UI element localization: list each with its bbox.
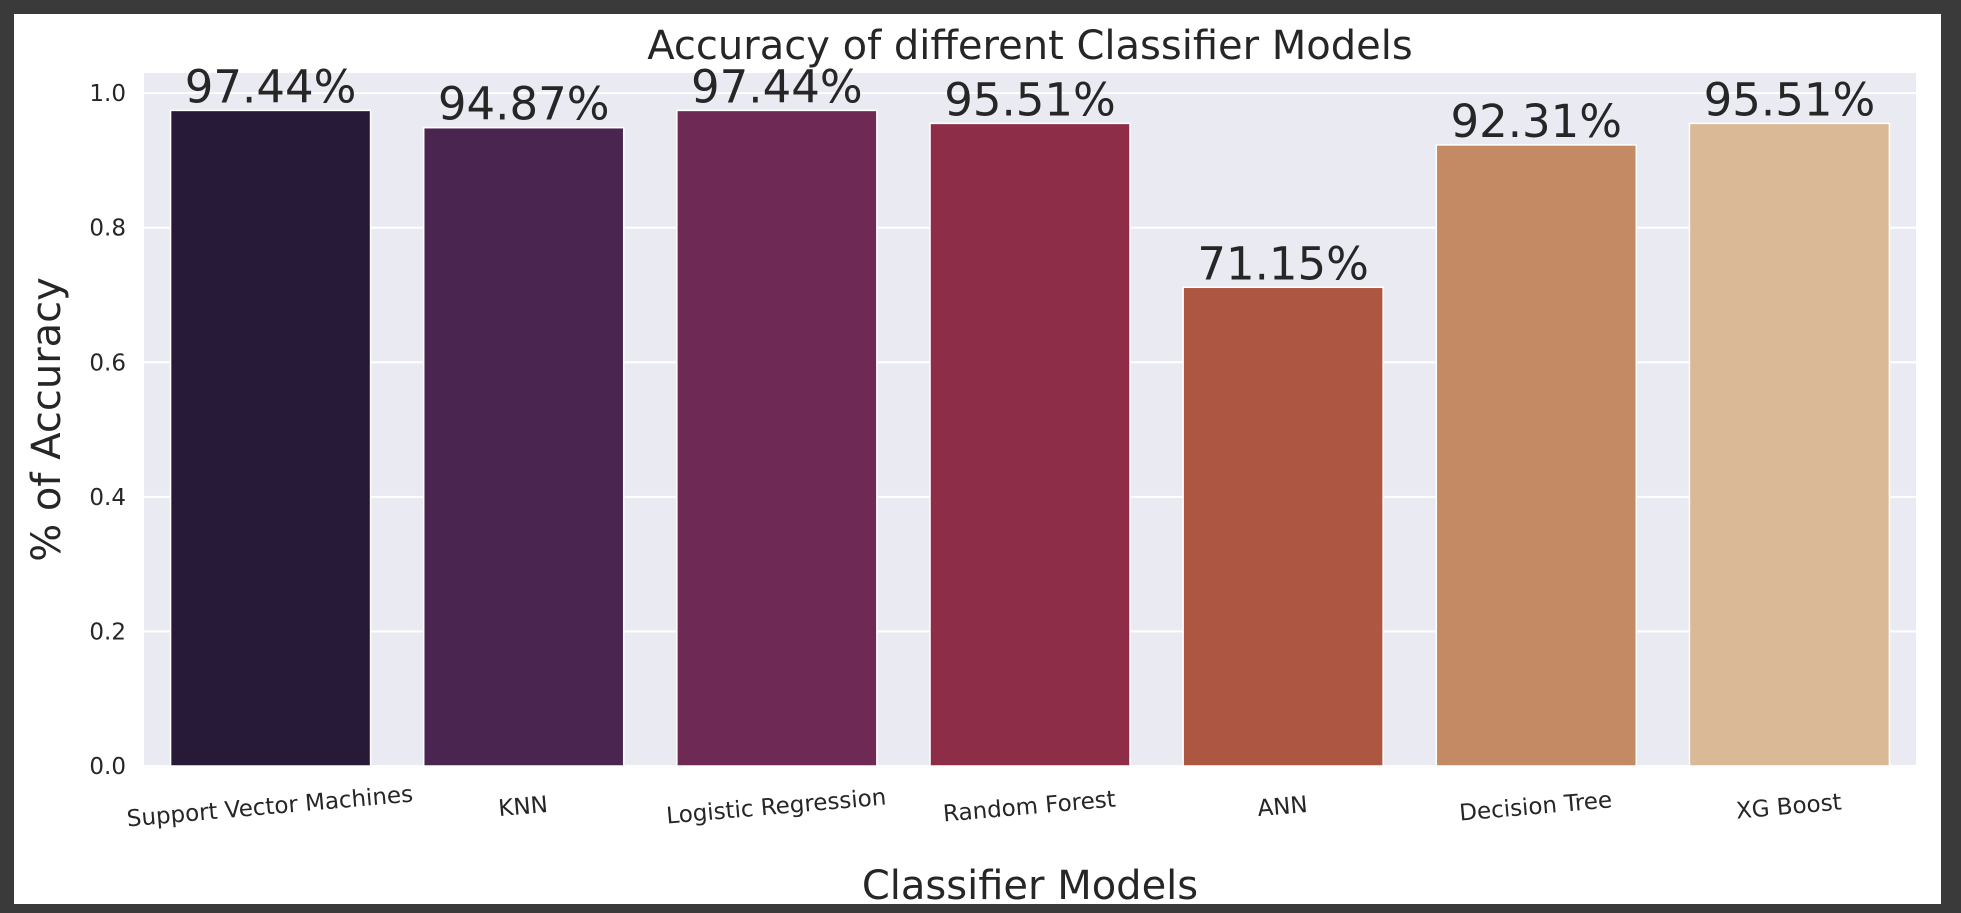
x-tick-label: Logistic Regression: [665, 784, 887, 829]
bar: [1688, 122, 1891, 767]
bar: [422, 126, 625, 767]
y-tick-label: 0.2: [89, 619, 126, 645]
data-label: 95.51%: [1704, 73, 1876, 126]
bar: [1182, 286, 1384, 767]
y-tick-label: 0.8: [89, 216, 126, 242]
x-tick-label: KNN: [497, 792, 549, 822]
x-tick-label: Decision Tree: [1458, 787, 1613, 826]
bar: [929, 122, 1131, 767]
y-tick-label: 1.0: [89, 81, 126, 107]
data-labels: 97.44% 94.87% 97.44% 95.51% 71.15% 92.31% 95.5…: [185, 60, 1875, 290]
x-tick-label: ANN: [1256, 792, 1308, 822]
x-tick-label: Support Vector Machines: [126, 782, 414, 833]
y-tick-label: 0.6: [89, 350, 126, 376]
data-label: 97.44%: [691, 60, 863, 113]
y-tick-label: 0.0: [89, 754, 126, 780]
bar: [169, 109, 372, 767]
y-tick-label: 0.4: [89, 485, 126, 511]
data-label: 95.51%: [944, 73, 1116, 126]
chart-title: Accuracy of different Classifier Models: [647, 23, 1412, 69]
figure-frame: 0.0 0.2 0.4 0.6 0.8 1.0 Support Vector Machin…: [14, 14, 1941, 904]
y-axis-title: % of Accuracy: [24, 277, 70, 562]
x-tick-label: XG Boost: [1735, 789, 1843, 824]
x-tick-label: Random Forest: [942, 787, 1117, 828]
bar-chart: 0.0 0.2 0.4 0.6 0.8 1.0 Support Vector Machin…: [24, 23, 1916, 904]
bar: [676, 109, 878, 767]
x-axis-ticks: Support Vector Machines KNN Logistic Regre…: [126, 782, 1843, 833]
x-axis-title: Classifier Models: [862, 863, 1198, 904]
bar: [1435, 144, 1638, 767]
data-label: 71.15%: [1197, 237, 1369, 290]
data-label: 97.44%: [185, 60, 357, 113]
bars: [169, 109, 1891, 767]
data-label: 92.31%: [1450, 95, 1622, 148]
data-label: 94.87%: [438, 78, 610, 131]
y-axis-ticks: 0.0 0.2 0.4 0.6 0.8 1.0: [89, 81, 126, 780]
